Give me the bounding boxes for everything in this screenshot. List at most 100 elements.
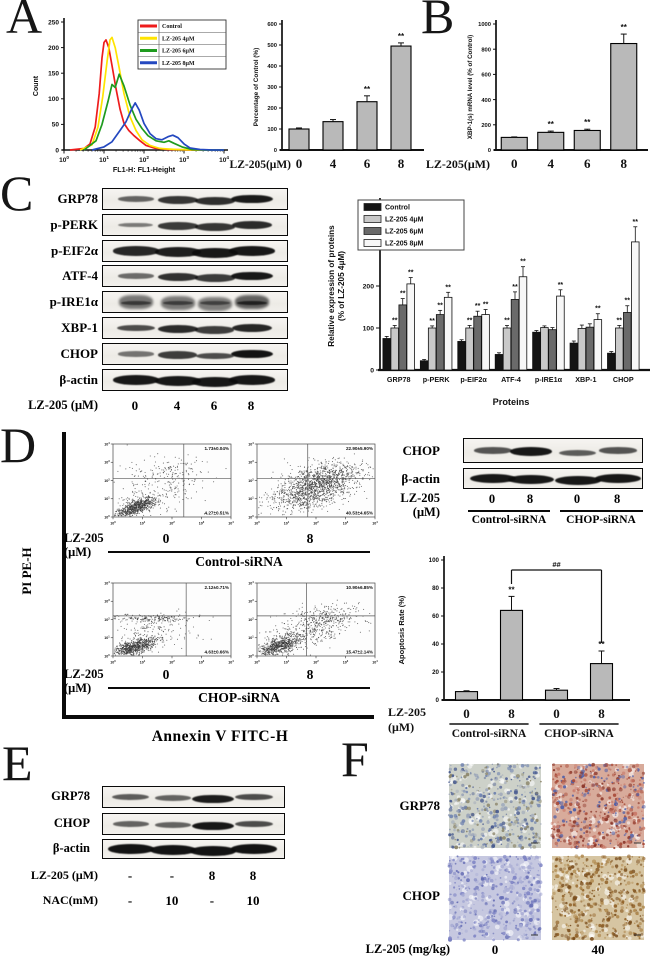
blot-band-core <box>120 301 151 305</box>
legend-label: LZ-205 4μM <box>385 217 424 224</box>
x-category: 0 <box>463 706 470 721</box>
sig-mark: ** <box>633 219 639 226</box>
x-category: 8 <box>621 156 628 171</box>
blot-row-label-CHOP: CHOP <box>402 442 440 458</box>
blot-row-label-β-actin: β-actin <box>59 372 98 387</box>
blot-band <box>228 246 275 256</box>
blot-band <box>559 449 597 456</box>
x-category: XBP-1 <box>575 375 596 384</box>
y-tick: 20 <box>432 669 439 676</box>
log-tick-label: 104 <box>248 441 254 447</box>
log-tick-label: 104 <box>248 580 254 586</box>
log-tick-label: 102 <box>313 520 319 526</box>
blot-band <box>595 473 642 484</box>
western-blots-panelE: GRP78 CHOP β-actin LZ-205 (μM) - - 8 8 NAC(mM) - 1… <box>18 750 318 920</box>
ihc-tile-CHOP-40 <box>550 854 646 941</box>
blot-band <box>149 845 196 855</box>
y-tick: 800 <box>481 47 491 53</box>
bar-C-p-EIF2α-LZ-205 6μM <box>473 315 482 371</box>
y-axis-label-1: Relative expression of proteins <box>327 225 336 347</box>
x-category: 6 <box>364 156 371 171</box>
bar-C-ATF-4-LZ-205 6μM <box>510 299 520 371</box>
log-tick-label: 103 <box>343 520 349 526</box>
x-prefix-2: (μM) <box>388 720 414 734</box>
blot-band <box>154 822 192 828</box>
ihc-tile-GRP78-0 <box>447 762 542 850</box>
x-category: 4 <box>330 156 337 171</box>
panel-letter-C: C <box>0 165 34 221</box>
quadrant-lr-pct: 4.27±0.51% <box>205 511 230 516</box>
panel-letter-D: D <box>0 417 37 473</box>
y-tick: 0 <box>436 697 440 704</box>
blot-band <box>554 475 601 486</box>
blot-row-label-GRP78: GRP78 <box>51 789 90 803</box>
log-tick-label: 102 <box>313 659 319 665</box>
ihc-dose-0: 0 <box>491 942 499 957</box>
x-category: GRP78 <box>387 375 411 384</box>
lane-value: 8 <box>613 492 621 506</box>
y-axis-label: Apoptosis Rate (%) <box>397 595 406 664</box>
sig-mark: ** <box>508 585 515 594</box>
lane-header-label-2: (μM) <box>412 505 440 519</box>
blot-band <box>154 376 201 386</box>
ihc-dose-label: LZ-205 (mg/kg) <box>365 942 450 956</box>
y-tick: 600 <box>267 22 277 28</box>
blot-band <box>191 248 238 258</box>
group-label-control-sirna: Control-siRNA <box>471 514 547 526</box>
log-tick-label: 103 <box>179 155 189 164</box>
x-axis-label: Proteins <box>493 397 530 407</box>
y-tick: 150 <box>48 71 59 78</box>
dose-8: 8 <box>306 667 314 682</box>
blot-band <box>195 223 235 231</box>
blot-box-p-EIF2α <box>102 240 288 262</box>
x-category: 8 <box>598 706 605 721</box>
legend-label: Control <box>162 24 182 30</box>
log-tick-label: 103 <box>199 659 205 665</box>
blot-row-label-β-actin: β-actin <box>401 470 440 486</box>
blot-band <box>112 821 150 827</box>
dose-label-1: LZ-205 <box>64 667 104 681</box>
header-value: 10 <box>246 893 260 908</box>
x-prefix-label: LZ-205(μM) <box>426 157 490 171</box>
y-tick: 500 <box>267 43 277 49</box>
bar-C-XBP-1-LZ-205 6μM <box>585 326 595 371</box>
blot-band <box>230 844 277 854</box>
quadrant-lr-pct: 15.47±2.14% <box>346 650 373 655</box>
y-tick: 100 <box>363 325 375 332</box>
panel-letter-A: A <box>6 0 43 44</box>
header-value: 8 <box>249 868 257 883</box>
blot-band <box>192 794 234 804</box>
y-tick: 100 <box>267 127 277 133</box>
dose-label-2: (μM) <box>64 545 92 559</box>
log-tick-label: 100 <box>248 653 254 659</box>
legend-label: LZ-205 8μM <box>385 241 424 248</box>
blot-band <box>112 375 159 385</box>
header-value: - <box>169 868 175 883</box>
ihc-dose-40: 40 <box>591 942 605 957</box>
bar-C-CHOP-Control <box>607 352 616 371</box>
grouped-bar-chart-panelC: 0100200300400Relative expression of prot… <box>327 198 650 407</box>
blot-band <box>158 222 198 230</box>
blot-band <box>469 473 516 484</box>
y-tick: 200 <box>481 123 491 129</box>
lane-value: 0 <box>573 492 581 506</box>
quadrant-ur-pct: 22.90±5.90% <box>346 446 373 451</box>
quadrant-ur-pct: 10.90±6.85% <box>346 585 373 590</box>
blot-band <box>107 844 154 854</box>
blot-band <box>195 352 234 360</box>
dose-label-2: (μM) <box>64 681 92 695</box>
flow-histogram-panelA: 0 50 100 150 200 250 100 101 102 103 104 Count FL1-H… <box>33 18 229 174</box>
blot-band <box>231 194 273 204</box>
log-tick-label: 102 <box>248 477 254 483</box>
y-tick: 250 <box>48 19 59 26</box>
log-tick-label: 101 <box>140 659 146 665</box>
blot-band <box>510 447 552 456</box>
blot-band <box>191 377 238 387</box>
blot-box-CHOP <box>463 438 643 463</box>
western-blots-panelC: GRP78 p-PERK p-EIF2α ATF-4 p-IRE1α XBP-1 CHOP β… <box>28 188 328 426</box>
header-label-1: NAC(mM) <box>42 893 98 907</box>
bar-C-XBP-1-LZ-205 8μM <box>593 319 603 371</box>
bar-C-ATF-4-Control <box>494 354 504 371</box>
